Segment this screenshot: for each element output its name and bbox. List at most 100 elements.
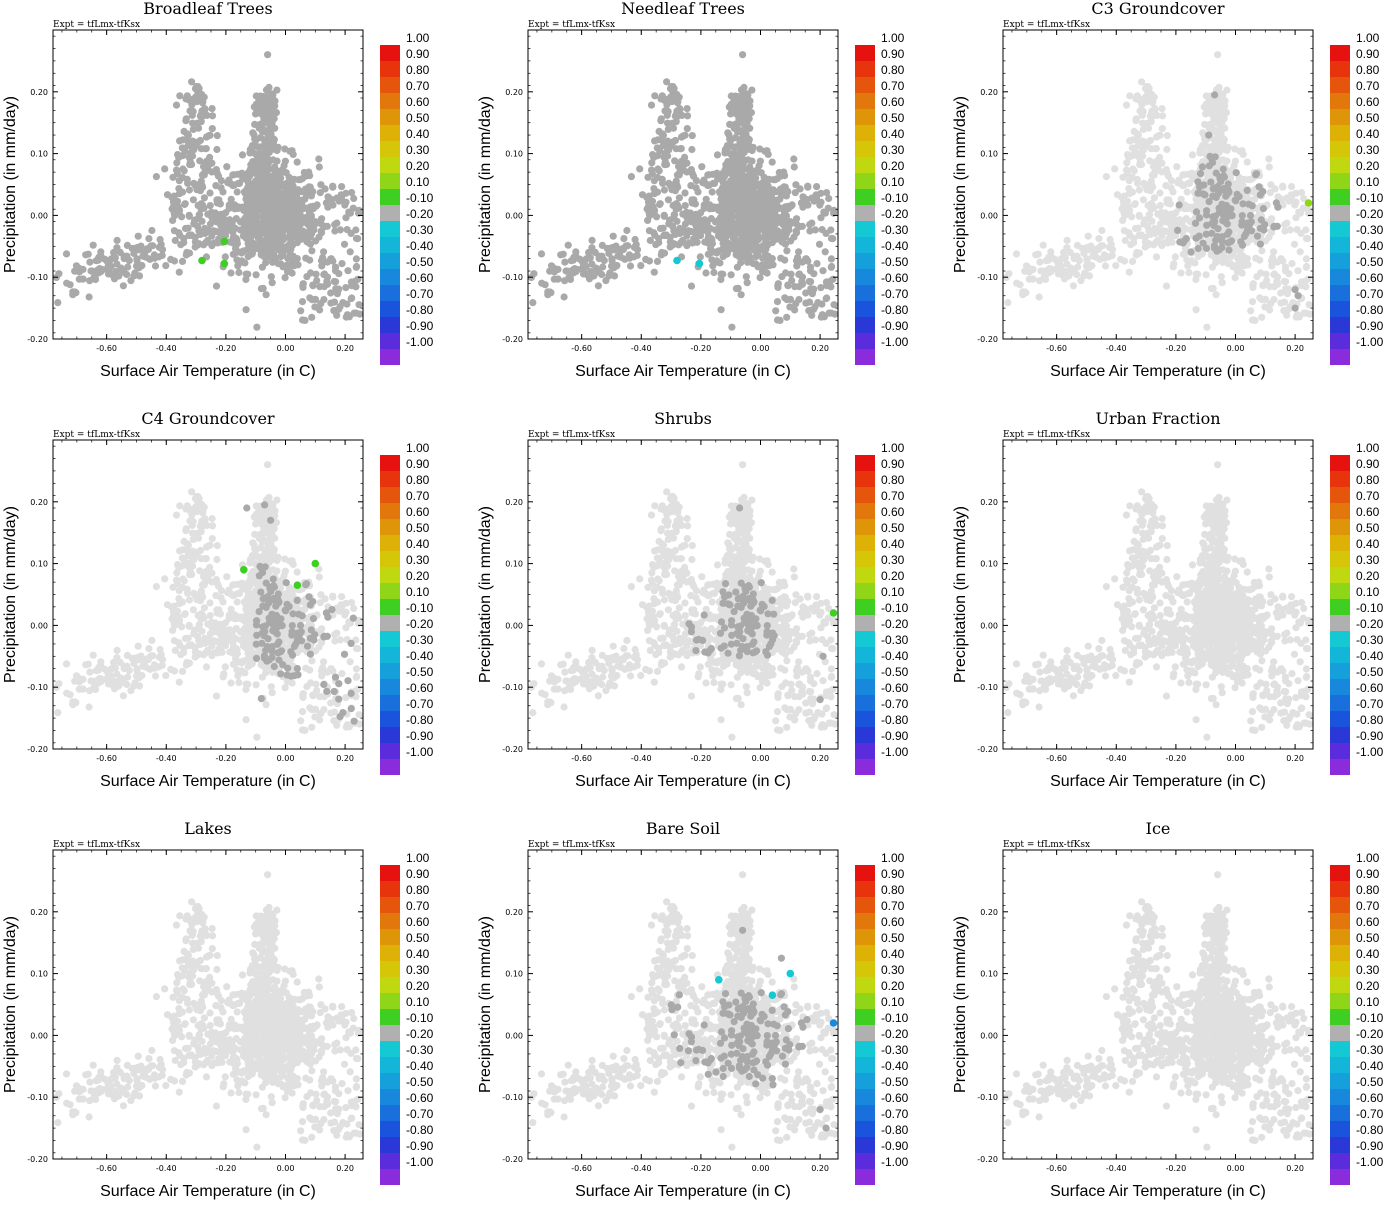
data-point xyxy=(308,192,315,199)
data-point xyxy=(1074,242,1081,249)
data-point xyxy=(649,198,656,205)
colorbar-label: 0.30 xyxy=(881,143,905,157)
colorbar-swatch xyxy=(855,45,875,61)
data-point xyxy=(353,235,360,242)
colorbar-label: -0.20 xyxy=(406,207,434,221)
data-point xyxy=(90,242,97,249)
data-point xyxy=(91,271,98,278)
colorbar-label: 0.70 xyxy=(406,79,430,93)
colorbar-label: 0.50 xyxy=(406,111,430,125)
data-point xyxy=(255,169,262,176)
data-point xyxy=(1157,202,1164,209)
data-point xyxy=(1105,253,1112,260)
data-point xyxy=(665,126,672,133)
data-point xyxy=(1126,190,1133,197)
data-point xyxy=(145,235,152,242)
data-point xyxy=(1040,242,1047,249)
data-point xyxy=(1111,165,1118,172)
data-point-dark xyxy=(1224,239,1231,246)
data-point xyxy=(1129,258,1136,265)
data-point xyxy=(748,243,755,250)
data-point xyxy=(222,209,229,216)
data-point xyxy=(1203,92,1210,99)
data-point xyxy=(277,253,284,260)
data-point xyxy=(301,317,308,324)
colorbar-label: -1.00 xyxy=(881,335,909,349)
data-point xyxy=(1067,265,1074,272)
data-point xyxy=(318,215,325,222)
highlight-point xyxy=(221,260,229,268)
colorbar-label: -0.30 xyxy=(406,223,434,237)
data-point xyxy=(620,235,627,242)
data-point xyxy=(126,257,133,264)
data-point xyxy=(678,145,685,152)
data-point xyxy=(728,136,735,143)
data-point xyxy=(795,296,802,303)
colorbar-label: 0.50 xyxy=(1356,111,1380,125)
data-point xyxy=(737,259,744,266)
data-point xyxy=(1258,314,1265,321)
data-point xyxy=(1227,260,1234,267)
data-point xyxy=(1123,102,1130,109)
data-point xyxy=(670,215,677,222)
colorbar-label: -0.60 xyxy=(881,271,909,285)
data-point xyxy=(1221,136,1228,143)
data-point xyxy=(736,218,743,225)
x-tick-label: -0.20 xyxy=(216,344,237,353)
data-point xyxy=(176,92,183,99)
colorbar-swatch xyxy=(855,109,875,125)
data-point xyxy=(722,170,729,177)
x-tick-label: 0.20 xyxy=(1286,344,1304,353)
data-point xyxy=(1140,196,1147,203)
highlight-point xyxy=(696,260,704,268)
data-point xyxy=(823,189,830,196)
colorbar-label: 0.90 xyxy=(1356,47,1380,61)
data-point xyxy=(590,272,597,279)
data-point xyxy=(208,168,215,175)
data-point xyxy=(206,189,213,196)
data-point xyxy=(694,188,701,195)
data-point xyxy=(267,236,274,243)
data-point xyxy=(810,270,817,277)
data-point xyxy=(561,293,568,300)
colorbar-label: 0.80 xyxy=(406,63,430,77)
data-point xyxy=(136,246,143,253)
data-point xyxy=(764,270,771,277)
data-point xyxy=(120,282,127,289)
data-point xyxy=(240,207,247,214)
data-point xyxy=(1231,145,1238,152)
data-point xyxy=(253,681,260,688)
data-point xyxy=(286,174,293,181)
data-point xyxy=(222,663,229,670)
data-point xyxy=(315,234,322,241)
data-point xyxy=(1144,241,1151,248)
data-point xyxy=(714,151,721,158)
data-point-dark xyxy=(1257,225,1264,232)
data-point xyxy=(338,194,345,201)
data-point xyxy=(1064,237,1071,244)
data-point xyxy=(305,183,312,190)
colorbar-label: -0.30 xyxy=(1356,223,1384,237)
data-point xyxy=(706,237,713,244)
data-point xyxy=(247,234,254,241)
data-point xyxy=(179,258,186,265)
x-tick-label: -0.40 xyxy=(1106,344,1127,353)
data-point xyxy=(244,190,251,197)
data-point xyxy=(1169,188,1176,195)
data-point xyxy=(1126,137,1133,144)
data-point-dark xyxy=(1200,181,1207,188)
data-point xyxy=(190,126,197,133)
colorbar-label: 0.60 xyxy=(881,95,905,109)
colorbar-swatch xyxy=(380,221,400,237)
data-point xyxy=(644,205,651,212)
data-point xyxy=(818,301,825,308)
data-point xyxy=(176,177,183,184)
data-point xyxy=(688,146,695,153)
colorbar-label: -0.10 xyxy=(1356,191,1384,205)
colorbar-swatch xyxy=(380,109,400,125)
data-point xyxy=(297,232,304,239)
data-point xyxy=(1214,108,1221,115)
data-point xyxy=(657,200,664,207)
data-point xyxy=(176,269,183,276)
